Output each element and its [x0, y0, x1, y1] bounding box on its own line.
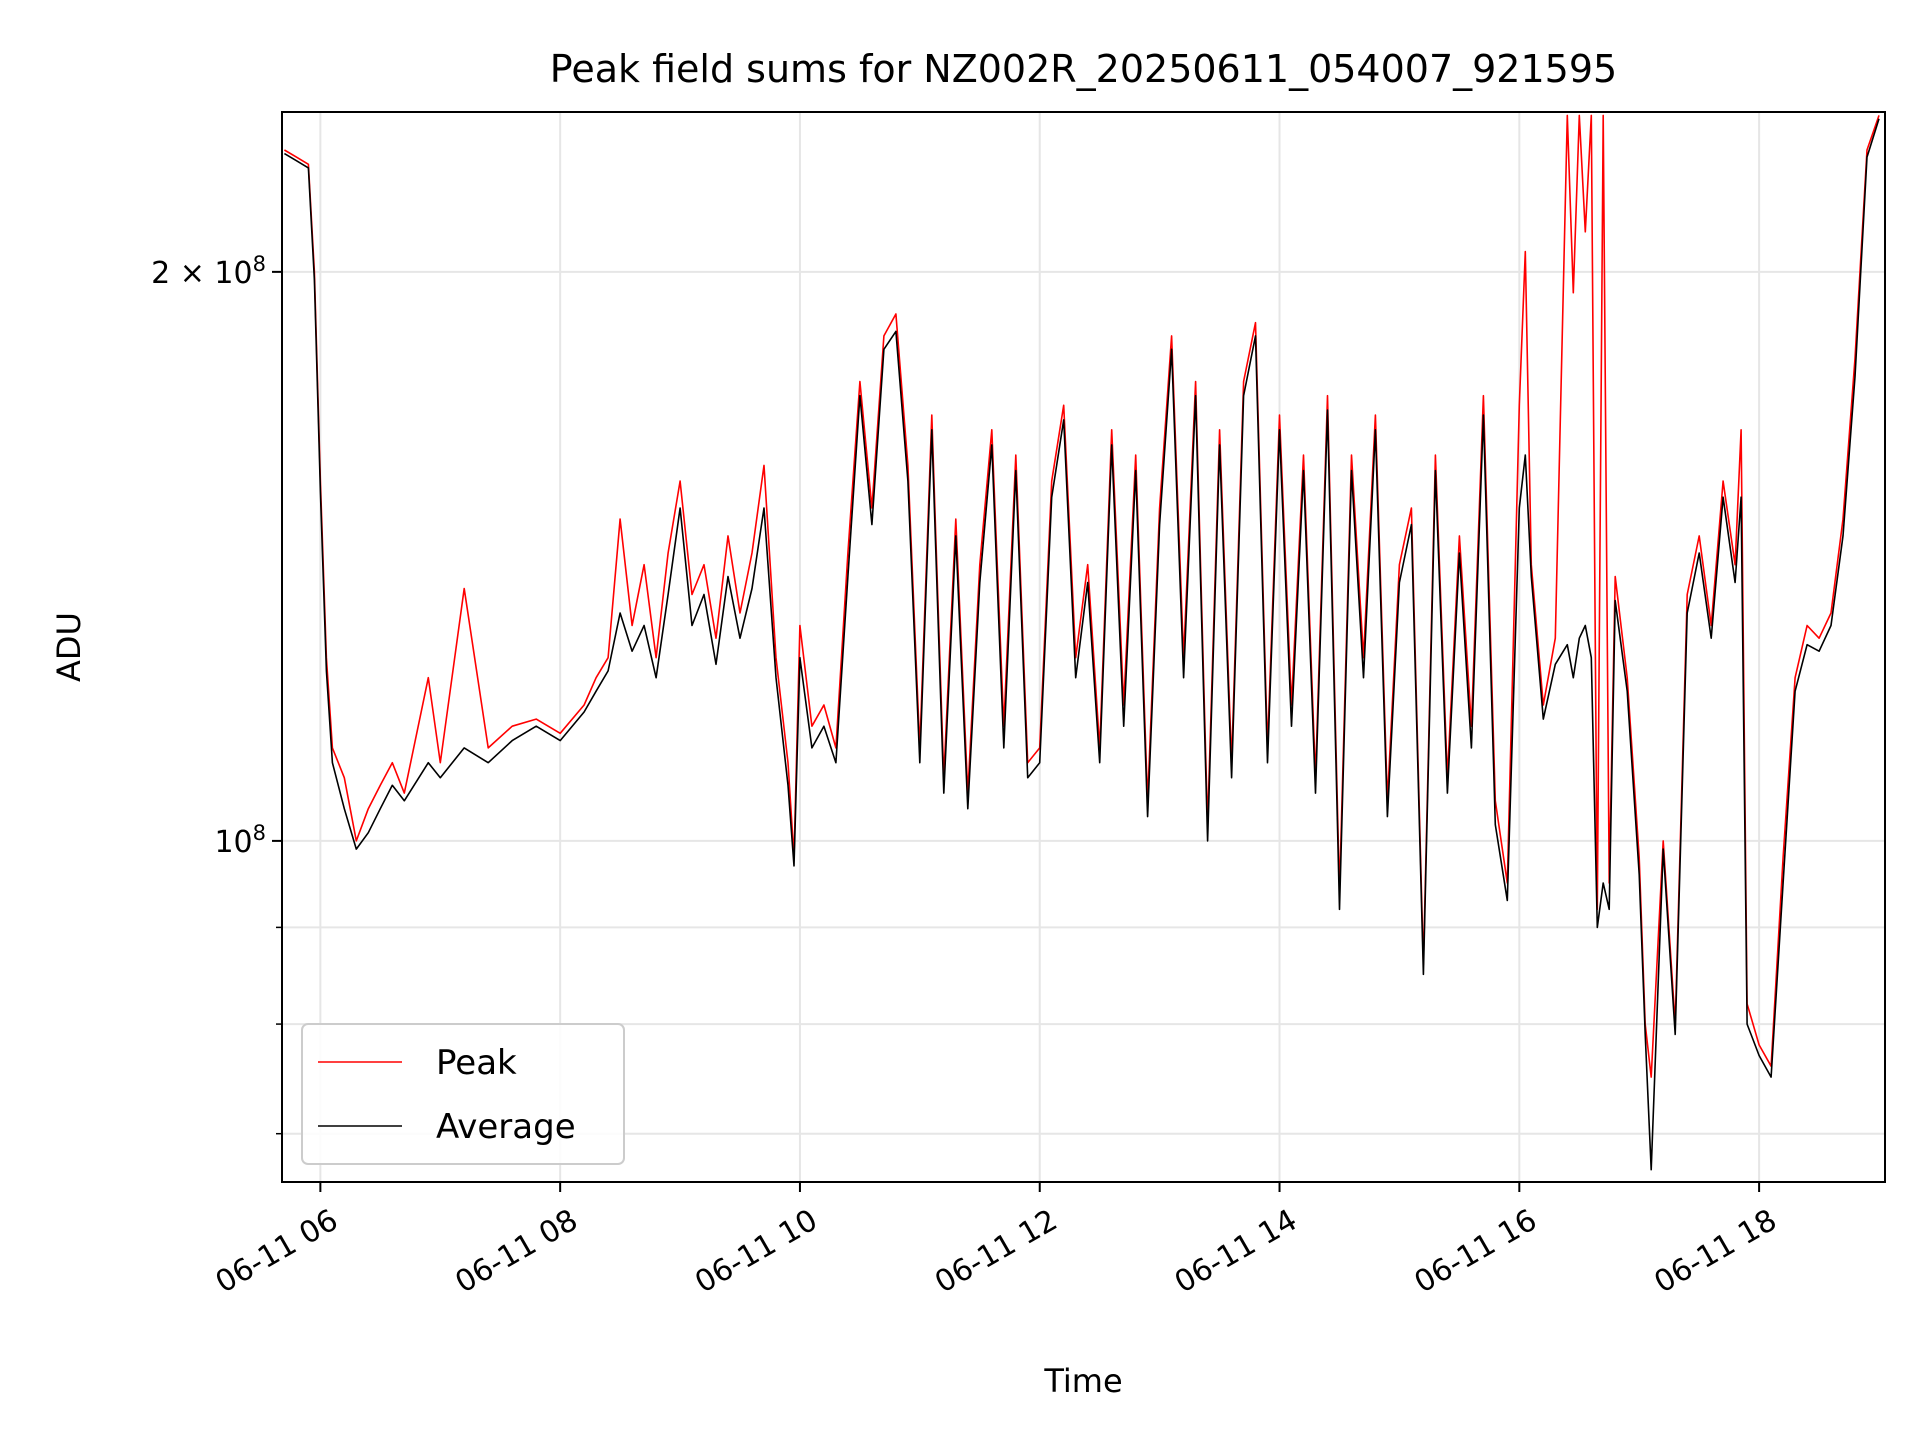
legend: Peak Average [301, 1023, 625, 1165]
legend-label-peak: Peak [436, 1043, 517, 1083]
y-tick-label: 2 × 108 [151, 252, 266, 291]
series-line-average [283, 118, 1880, 1171]
x-axis-label: Time [1043, 1362, 1122, 1400]
legend-label-average: Average [436, 1107, 576, 1147]
series-layer [283, 114, 1880, 1171]
y-tick-label: 108 [214, 821, 266, 860]
legend-box [301, 1023, 625, 1165]
y-axis-label: ADU [50, 612, 88, 682]
plot-frame [281, 111, 1886, 1183]
chart-title: Peak field sums for NZ002R_20250611_0540… [550, 47, 1617, 91]
